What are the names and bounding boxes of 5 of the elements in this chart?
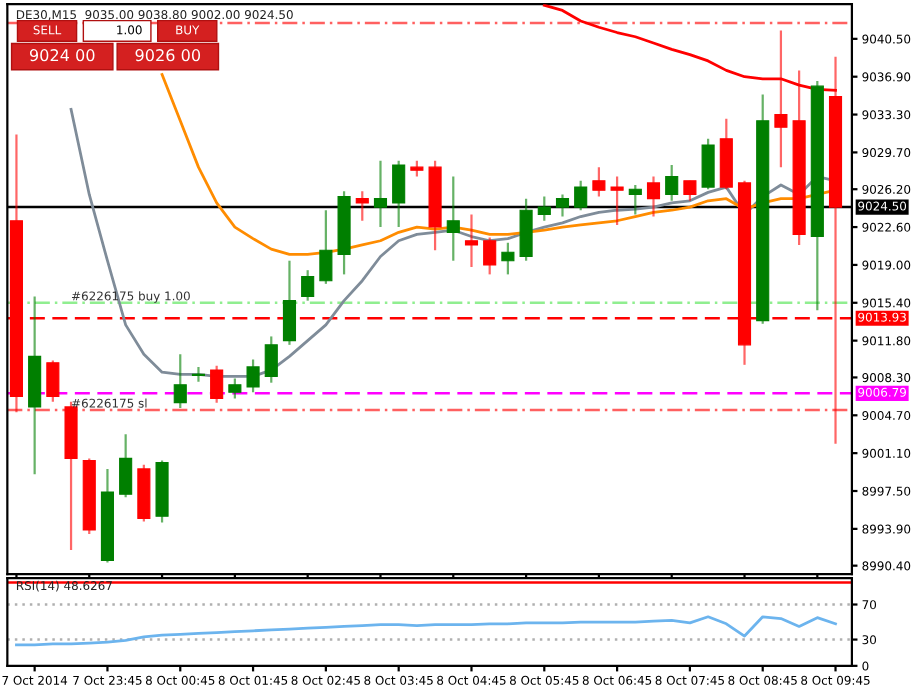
line-series <box>15 615 837 647</box>
annotation: 9026 00 <box>135 49 201 62</box>
annotation: 9024 00 <box>29 49 95 62</box>
line-series <box>542 4 837 92</box>
candlestick <box>191 365 206 383</box>
